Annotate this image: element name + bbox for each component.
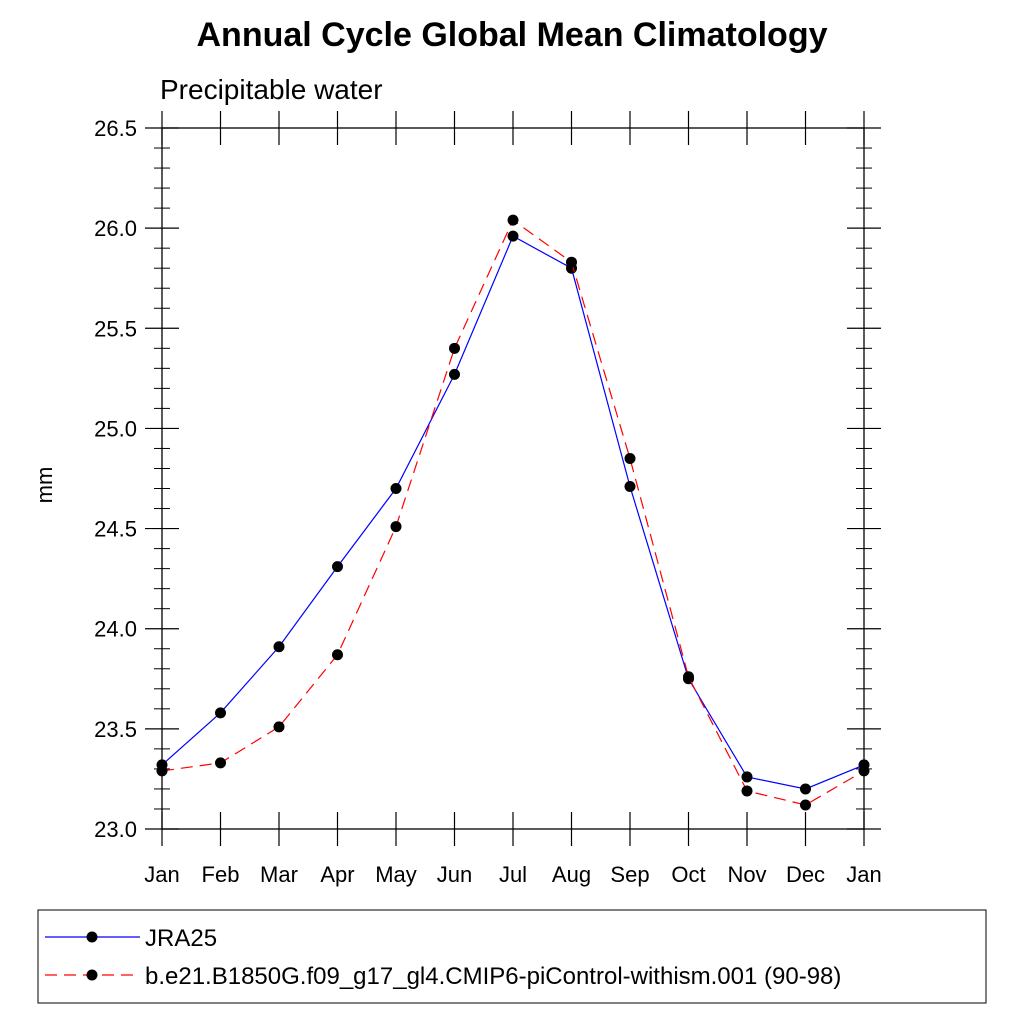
legend: JRA25 b.e21.B1850G.f09_g17_gl4.CMIP6-piCo… — [45, 925, 841, 990]
data-point — [332, 561, 343, 573]
y-tick-label: 26.5 — [94, 116, 137, 141]
legend-label: JRA25 — [145, 925, 217, 952]
x-tick-label: Apr — [320, 862, 354, 887]
data-point — [800, 799, 811, 811]
data-point — [566, 256, 577, 268]
data-point — [449, 342, 460, 354]
y-tick-label: 25.5 — [94, 316, 137, 341]
chart-subtitle: Precipitable water — [160, 74, 383, 105]
x-tick-label: Jul — [499, 862, 527, 887]
x-tick-label: Jan — [846, 862, 881, 887]
legend-box — [37, 909, 987, 1004]
series-1 — [156, 230, 870, 795]
x-tick-label: Jun — [437, 862, 472, 887]
data-point — [507, 230, 519, 242]
legend-marker — [86, 969, 98, 981]
data-point — [624, 481, 636, 493]
data-point — [449, 368, 460, 380]
data-point — [800, 783, 811, 795]
series-line — [161, 219, 865, 806]
x-tick-label: Dec — [786, 862, 825, 887]
y-tick-label: 23.5 — [94, 717, 137, 742]
y-tick-label: 24.5 — [94, 517, 137, 542]
data-point — [156, 765, 168, 777]
y-tick-label: 24.0 — [94, 617, 137, 642]
series-line — [161, 235, 865, 790]
y-axis-label: mm — [32, 467, 57, 504]
data-point — [507, 214, 519, 226]
data-point — [683, 671, 694, 683]
series-2 — [156, 214, 870, 811]
x-tick-label: Jan — [144, 862, 179, 887]
x-tick-label: Mar — [260, 862, 298, 887]
chart-title: Annual Cycle Global Mean Climatology — [197, 16, 828, 54]
x-tick-label: Sep — [610, 862, 649, 887]
y-tick-labels: 23.0 23.5 24.0 24.5 25.0 25.5 26.0 26.5 — [94, 116, 137, 842]
data-point — [741, 785, 753, 797]
x-tick-label: Oct — [671, 862, 705, 887]
y-tick-label: 26.0 — [94, 216, 137, 241]
data-point — [215, 707, 226, 719]
x-tick-label: Aug — [552, 862, 591, 887]
y-tick-label: 23.0 — [94, 817, 137, 842]
x-tick-label: Nov — [727, 862, 766, 887]
data-point — [390, 483, 402, 495]
data-point — [858, 765, 870, 777]
x-tick-label: Feb — [202, 862, 240, 887]
data-point — [624, 452, 636, 464]
data-point — [273, 721, 285, 733]
legend-label: b.e21.B1850G.f09_g17_gl4.CMIP6-piControl… — [145, 963, 841, 990]
x-tick-label: May — [375, 862, 417, 887]
data-point — [215, 757, 226, 769]
series-layer — [156, 214, 870, 811]
legend-marker — [86, 931, 98, 943]
x-tick-labels: Jan Feb Mar Apr May Jun Jul Aug Sep Oct Nov Dec Jan — [144, 862, 881, 887]
data-point — [332, 649, 343, 661]
data-point — [741, 771, 753, 783]
data-point — [390, 521, 402, 533]
data-point — [273, 641, 285, 653]
y-tick-label: 25.0 — [94, 416, 137, 441]
